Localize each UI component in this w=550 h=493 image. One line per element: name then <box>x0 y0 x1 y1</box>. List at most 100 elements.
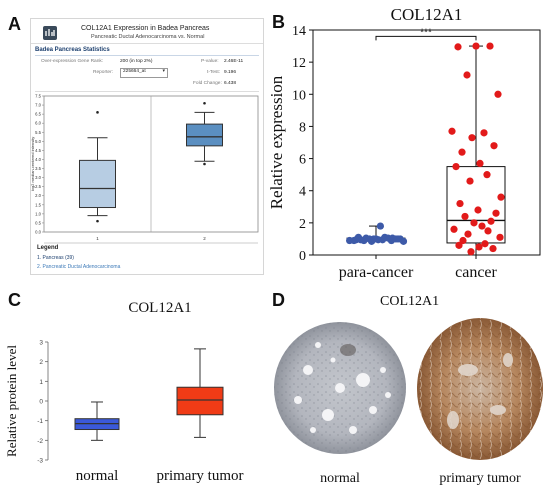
panel-b-ytick-label: 6 <box>299 153 306 168</box>
panel-b-point-cancer <box>483 171 491 179</box>
panel-b-ytick-label: 14 <box>292 24 306 39</box>
tumor-ihc-core <box>416 318 544 460</box>
panel-b-point-cancer <box>459 236 467 245</box>
panel-b-point-cancer <box>492 209 500 217</box>
panel-b-ytick-label: 12 <box>292 56 306 71</box>
stat-ttest-label: t-Test: <box>207 70 221 75</box>
panel-b-ytick-label: 0 <box>299 249 306 264</box>
legend-item-pancreas: 1. Pancreas (39) <box>37 255 74 261</box>
panel-c-ytick-label: 0 <box>39 399 43 406</box>
stat-rank-value: 200 (in top 2%) <box>120 59 153 64</box>
panel-c-letter: C <box>8 290 21 310</box>
panel-b-point-para-cancer <box>360 236 368 245</box>
panel-a-ytick-label: 1.5 <box>35 202 41 207</box>
panel-a-ytick-label: 5.5 <box>35 130 41 135</box>
panel-c-ytick-label: -2 <box>37 438 43 445</box>
panel-c-ylabel: Relative protein level <box>4 345 19 457</box>
stat-pvalue-value: 2.46E-11 <box>224 59 244 64</box>
d-label-tumor: primary tumor <box>439 471 521 486</box>
panel-a-letter: A <box>8 14 21 34</box>
panel-b-point-cancer <box>476 159 484 167</box>
panel-b-point-cancer <box>472 42 480 50</box>
panel-c-ytick-label: -3 <box>37 458 43 465</box>
panel-b-ytick-label: 8 <box>299 120 306 135</box>
panel-b-point-cancer <box>464 230 472 238</box>
panel-b-point-cancer <box>468 134 476 142</box>
stat-fold-value: 6.438 <box>224 81 237 86</box>
panel-b-point-cancer <box>494 90 502 98</box>
panel-a-ytick-label: 6.0 <box>35 121 41 126</box>
panel-b-point-cancer <box>458 148 466 156</box>
panel-a-xtick-label: 2 <box>203 236 206 241</box>
panel-a-outlier <box>96 111 99 114</box>
panel-b-point-para-cancer <box>354 233 362 241</box>
panel-a-ytick-label: 4.0 <box>35 157 41 162</box>
panel-b-point-cancer <box>467 248 475 256</box>
reporter-select-value: 225664_at <box>123 69 146 74</box>
panel-b-point-cancer <box>474 206 482 214</box>
panel-b-point-para-cancer <box>394 235 402 243</box>
panel-a-ytick-label: 3.0 <box>35 175 41 180</box>
legend-item-pdac: 2. Pancreatic Ductal Adenocarcinoma <box>37 264 121 270</box>
panel-b-point-para-cancer <box>399 237 408 245</box>
panel-b-point-cancer <box>466 177 474 185</box>
panel-c-chart: COL12A1 Relative protein level -3 -2 -1 0 1 2 3 n… <box>4 300 244 484</box>
panel-b-letter: B <box>272 12 285 32</box>
panel-a-stats-title: Badea Pancreas Statistics <box>35 47 110 53</box>
panel-b-box-cancer-box <box>446 166 506 244</box>
panel-b-point-cancer <box>480 129 488 137</box>
stat-rank-label: Over-expression Gene Rank: <box>41 59 104 64</box>
panel-a-header-subtitle: Pancreatic Ductal Adenocarcinoma vs. Nor… <box>91 34 205 40</box>
panel-c-xtick-label: primary tumor <box>156 468 243 484</box>
panel-b-plot-frame <box>312 29 541 256</box>
panel-b-point-cancer <box>461 212 469 221</box>
panel-d-letter: D <box>272 290 285 310</box>
panel-b-point-cancer <box>478 222 486 230</box>
panel-a-legend-title: Legend <box>37 245 59 251</box>
normal-ihc-core <box>274 322 406 454</box>
panel-c-ytick-label: 1 <box>39 379 43 386</box>
panel-b-ytick-label: 2 <box>299 217 306 232</box>
panel-b-point-para-cancer <box>376 222 384 230</box>
panel-b-point-cancer <box>463 71 471 79</box>
panel-b-point-cancer <box>448 127 456 135</box>
panel-c-box-1-box <box>176 386 224 416</box>
panel-a-ytick-label: 6.5 <box>35 112 41 117</box>
panel-b-point-para-cancer <box>379 236 387 244</box>
panel-a-box-1-box <box>79 159 116 209</box>
reporter-select[interactable]: 225664_at ▾ <box>120 68 168 78</box>
panel-b-title: COL12A1 <box>391 5 463 24</box>
panel-a-header-title: COL12A1 Expression in Badea Pancreas <box>81 25 210 32</box>
panel-b-point-cancer <box>475 243 483 251</box>
stat-reporter-label: Reporter: <box>93 70 113 75</box>
panel-b-ylabel: Relative expression <box>268 75 286 209</box>
panel-a-header-divider <box>31 43 263 44</box>
panel-a-outlier <box>203 162 206 166</box>
panel-c-ytick-label: 3 <box>39 340 43 347</box>
panel-a-ytick-label: 2.5 <box>35 184 41 189</box>
panel-b-point-cancer <box>490 142 498 150</box>
panel-b-point-cancer <box>456 199 464 208</box>
panel-a-stats-bottom-divider <box>35 91 259 92</box>
d-label-normal: normal <box>320 471 360 486</box>
panel-b-xtick-label: para-cancer <box>339 264 414 281</box>
stat-pvalue-label: P-value: <box>201 59 219 64</box>
panel-a-ytick-label: 0.5 <box>35 220 41 225</box>
panel-b-point-cancer <box>454 43 462 51</box>
panel-b-ytick-label: 4 <box>299 185 306 200</box>
panel-c-title: COL12A1 <box>128 300 191 316</box>
panel-d-title: COL12A1 <box>380 294 440 309</box>
stat-ttest-value: 9.196 <box>224 70 237 75</box>
panel-a-ytick-label: 2.0 <box>35 193 41 198</box>
panel-a-xtick-label: 1 <box>96 236 99 241</box>
panel-b-point-cancer <box>489 244 497 253</box>
panel-a-ytick-label: 4.5 <box>35 148 41 153</box>
panel-b-point-cancer <box>497 193 505 201</box>
panel-c-ytick-label: 2 <box>39 359 43 366</box>
panel-b-point-cancer <box>496 233 504 241</box>
panel-b-point-cancer <box>487 217 495 225</box>
panel-b-point-para-cancer <box>370 235 378 243</box>
panel-a-outlier <box>203 101 206 105</box>
panel-b-ytick-label: 10 <box>292 88 306 103</box>
panel-a-outlier <box>96 219 99 223</box>
